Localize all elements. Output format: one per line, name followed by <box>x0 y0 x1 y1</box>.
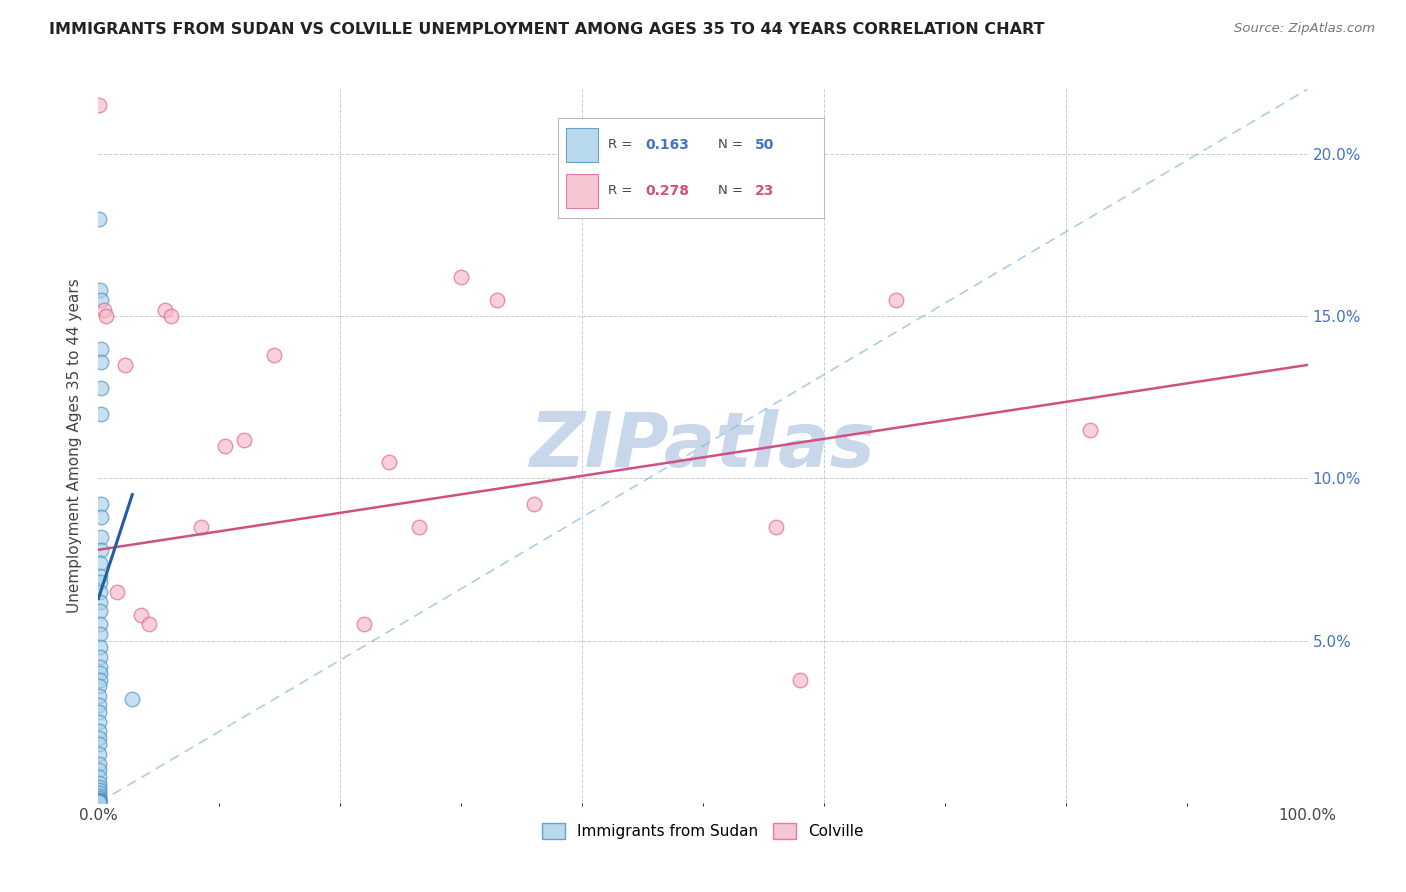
Point <box>89 575 111 590</box>
Point <box>89 705 111 719</box>
Point <box>886 293 908 307</box>
Point <box>87 98 110 112</box>
Point <box>87 795 110 809</box>
Point <box>129 607 152 622</box>
Point <box>87 795 110 809</box>
Legend: Immigrants from Sudan, Colville: Immigrants from Sudan, Colville <box>536 817 870 845</box>
Point <box>89 568 111 582</box>
Point <box>87 782 110 797</box>
Point <box>121 692 143 706</box>
Point <box>89 627 111 641</box>
Point <box>377 455 399 469</box>
Point <box>90 530 112 544</box>
Point <box>87 780 110 794</box>
Point <box>87 770 110 784</box>
Point <box>450 270 472 285</box>
Point <box>190 520 212 534</box>
Point <box>89 738 111 752</box>
Point <box>87 791 110 805</box>
Point <box>89 679 111 693</box>
Point <box>232 433 254 447</box>
Text: ZIPatlas: ZIPatlas <box>530 409 876 483</box>
Point <box>87 794 110 808</box>
Point <box>89 585 111 599</box>
Point <box>1078 423 1101 437</box>
Point <box>90 381 112 395</box>
Point <box>87 764 110 778</box>
Point <box>89 673 111 687</box>
Point <box>87 789 110 804</box>
Point <box>160 310 183 324</box>
Point <box>89 747 111 761</box>
Point <box>93 302 115 317</box>
Point <box>87 793 110 807</box>
Point <box>89 617 111 632</box>
Text: Source: ZipAtlas.com: Source: ZipAtlas.com <box>1234 22 1375 36</box>
Point <box>153 302 176 317</box>
Point <box>486 293 509 307</box>
Point <box>90 293 112 307</box>
Point <box>89 724 111 739</box>
Point <box>89 659 111 673</box>
Point <box>87 786 110 800</box>
Point <box>408 520 430 534</box>
Point <box>214 439 236 453</box>
Point <box>90 542 112 557</box>
Point <box>89 698 111 713</box>
Point <box>89 756 111 771</box>
Point <box>765 520 787 534</box>
Point <box>89 666 111 681</box>
Point <box>105 585 128 599</box>
Point <box>89 714 111 729</box>
Point <box>87 792 110 806</box>
Point <box>789 673 811 687</box>
Point <box>89 649 111 664</box>
Point <box>89 283 111 297</box>
Point <box>263 348 285 362</box>
Point <box>90 497 112 511</box>
Point <box>90 407 112 421</box>
Point <box>89 640 111 654</box>
Point <box>353 617 375 632</box>
Y-axis label: Unemployment Among Ages 35 to 44 years: Unemployment Among Ages 35 to 44 years <box>67 278 83 614</box>
Point <box>523 497 546 511</box>
Point <box>89 595 111 609</box>
Point <box>89 556 111 570</box>
Point <box>87 211 110 226</box>
Point <box>87 794 110 808</box>
Point <box>89 731 111 745</box>
Point <box>87 793 110 807</box>
Point <box>87 776 110 790</box>
Point <box>138 617 160 632</box>
Point <box>90 510 112 524</box>
Text: IMMIGRANTS FROM SUDAN VS COLVILLE UNEMPLOYMENT AMONG AGES 35 TO 44 YEARS CORRELA: IMMIGRANTS FROM SUDAN VS COLVILLE UNEMPL… <box>49 22 1045 37</box>
Point <box>89 689 111 703</box>
Point <box>89 604 111 618</box>
Point <box>94 310 117 324</box>
Point <box>114 358 136 372</box>
Point <box>90 342 112 356</box>
Point <box>90 354 112 368</box>
